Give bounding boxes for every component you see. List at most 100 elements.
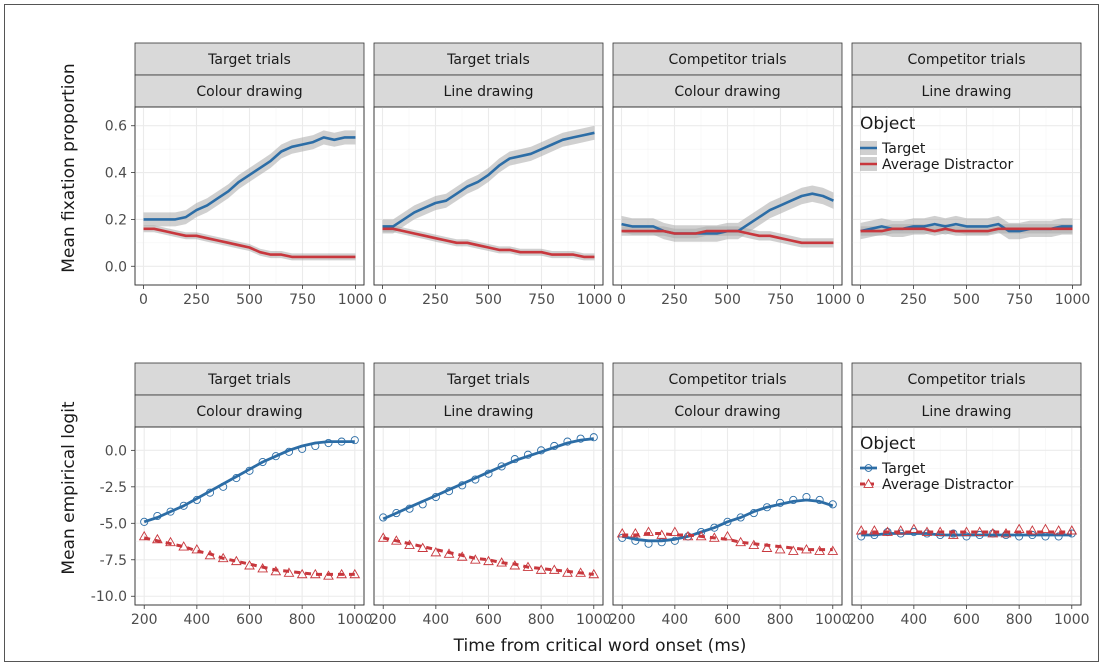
facet-row-2: Mean empirical logit Target trials Colour … [59,362,1090,628]
x-tick-label: 600 [953,612,980,628]
point-distractor [855,525,867,535]
panel-2-3: Competitor trials Colour drawing 200 400 600… [609,362,851,628]
plot-area: Mean fixation proportion Target trials Col… [59,42,1090,628]
ribbon-distractor [621,226,834,248]
fit-line-target [143,440,355,524]
x-tick-label: 750 [289,292,316,308]
facet-strip-bottom [134,394,365,428]
x-tick-label: 200 [131,612,158,628]
point-distractor [735,536,747,547]
point-distractor [390,535,402,545]
x-tick-label: 1000 [576,612,612,628]
point-target [337,437,346,446]
facet-strip-top [612,42,843,76]
strip-label-drawing-type: Line drawing [444,84,534,100]
strip-label-trial-type: Target trials [207,372,291,388]
strip-label-trial-type: Competitor trials [668,52,786,68]
y-tick-label: 0.0 [105,259,127,275]
point-target [379,513,388,522]
y-axis-title: Mean fixation proportion [59,63,79,272]
point-target [975,530,984,540]
point-distractor [496,557,508,567]
point-distractor [882,526,893,536]
point-distractor [961,526,972,536]
fit-line-target [861,532,1072,537]
point-distractor [1026,525,1038,535]
point-distractor [535,564,547,574]
point-distractor [921,526,933,536]
x-tick-label: 500 [714,292,741,308]
point-distractor [404,539,415,550]
line-distractor [382,227,595,259]
point-target [192,495,201,505]
panel-1-4: Competitor trials Line drawing 0 250 500 750 1… [851,42,1090,308]
point-target [166,507,175,516]
legend-label-distractor: Average Distractor [882,477,1013,493]
point-distractor [708,532,720,542]
point-distractor [191,544,203,554]
point-distractor [1040,523,1051,533]
facet-strip-top [851,42,1082,76]
x-tick-label: 1000 [815,612,851,628]
point-distractor [682,530,694,541]
point-target [1028,530,1037,540]
x-tick-label: 250 [661,292,688,308]
line-distractor [621,229,834,245]
point-distractor [456,551,468,561]
point-distractor [1066,525,1078,535]
point-distractor [417,542,429,552]
y-tick-label: -2.5 [100,480,127,496]
point-target [350,436,359,445]
point-target [789,495,798,505]
y-tick-label: 0.4 [105,166,127,182]
legend-key-circle [864,464,873,472]
x-tick-label: 1000 [338,292,374,308]
point-target [644,539,653,548]
point-target [284,447,294,456]
point-distractor [522,561,534,571]
point-distractor [868,525,880,535]
point-target [563,437,572,446]
point-distractor [1013,523,1025,533]
point-distractor [801,544,812,554]
x-tick-label: 200 [848,612,875,628]
legend-label-target: Target [881,461,926,477]
x-tick-label: 750 [1006,292,1033,308]
strip-label-trial-type: Competitor trials [907,372,1025,388]
point-distractor [178,541,190,551]
point-distractor [562,567,573,577]
point-distractor [1053,525,1065,535]
x-tick-label: 400 [900,612,927,628]
facet-row-1: Mean fixation proportion Target trials Col… [59,42,1090,308]
legend-label-distractor: Average Distractor [882,157,1013,173]
point-distractor [908,523,920,533]
x-axis-title: Time from critical word onset (ms) [453,636,747,656]
facet-strip-top [373,362,604,396]
legend-title: Object [860,114,916,134]
point-distractor [230,555,242,566]
x-tick-label: 1000 [337,612,373,628]
point-target [444,487,454,496]
x-tick-label: 1000 [577,292,613,308]
panel-1-3: Competitor trials Colour drawing 0 250 500 75… [612,42,851,308]
point-distractor [151,533,163,544]
x-tick-label: 1000 [1054,612,1090,628]
point-distractor [165,536,176,547]
point-distractor [296,568,308,579]
point-distractor [270,565,282,576]
point-target [802,492,811,502]
line-target [143,136,356,221]
point-distractor [643,526,654,536]
point-target [140,517,149,526]
point-distractor [377,532,389,542]
panel-1-1: Target trials Colour drawing 0 250 500 750 100… [105,42,374,308]
point-target [723,517,732,526]
point-target [896,529,905,538]
point-target [205,488,215,497]
point-distractor [430,546,442,557]
point-target [392,509,401,518]
x-tick-label: 0 [617,292,626,308]
point-target [405,504,414,513]
x-tick-label: 500 [953,292,980,308]
x-tick-label: 400 [183,612,210,628]
